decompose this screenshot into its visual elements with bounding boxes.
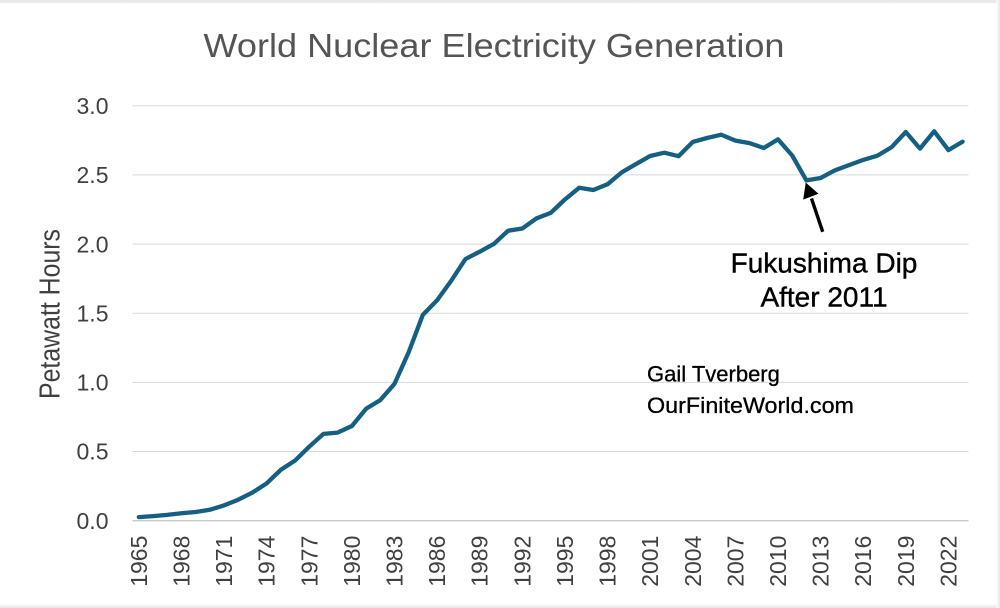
svg-text:2.5: 2.5 — [77, 162, 109, 188]
svg-text:2010: 2010 — [765, 536, 791, 587]
svg-text:2022: 2022 — [935, 536, 961, 587]
svg-text:Petawatt Hours: Petawatt Hours — [35, 229, 67, 399]
svg-text:2.0: 2.0 — [77, 231, 109, 257]
svg-text:1986: 1986 — [424, 536, 450, 587]
svg-text:2013: 2013 — [808, 536, 834, 587]
svg-text:1989: 1989 — [467, 536, 493, 587]
svg-text:2016: 2016 — [850, 536, 876, 587]
svg-text:OurFiniteWorld.com: OurFiniteWorld.com — [647, 393, 854, 418]
svg-text:1998: 1998 — [595, 536, 621, 587]
svg-text:2007: 2007 — [722, 536, 748, 587]
svg-text:1992: 1992 — [509, 536, 535, 587]
svg-text:World Nuclear Electricity Gene: World Nuclear Electricity Generation — [204, 27, 785, 64]
svg-text:1977: 1977 — [296, 536, 322, 587]
svg-text:1.5: 1.5 — [77, 300, 109, 326]
svg-text:1.0: 1.0 — [77, 370, 109, 396]
svg-text:1995: 1995 — [552, 536, 578, 587]
svg-text:1980: 1980 — [339, 536, 365, 587]
svg-text:2001: 2001 — [637, 536, 663, 587]
svg-text:1968: 1968 — [168, 536, 194, 587]
svg-text:0.0: 0.0 — [77, 508, 109, 534]
svg-text:1983: 1983 — [382, 536, 408, 587]
svg-text:2004: 2004 — [680, 535, 706, 586]
svg-text:Gail Tverberg: Gail Tverberg — [647, 362, 780, 387]
svg-text:3.0: 3.0 — [77, 93, 109, 119]
svg-text:1971: 1971 — [211, 536, 237, 587]
svg-text:0.5: 0.5 — [77, 439, 109, 465]
svg-text:2019: 2019 — [893, 536, 919, 587]
svg-text:After 2011: After 2011 — [760, 282, 887, 313]
svg-text:1974: 1974 — [254, 535, 280, 586]
svg-text:Fukushima Dip: Fukushima Dip — [731, 248, 918, 279]
svg-text:1965: 1965 — [126, 536, 152, 587]
